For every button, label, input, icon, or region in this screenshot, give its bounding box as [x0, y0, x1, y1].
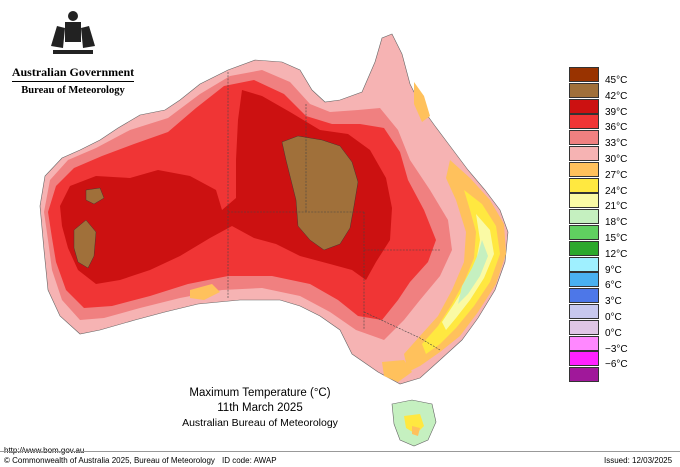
central-42-zone	[281, 135, 359, 251]
government-branding: Australian Government Bureau of Meteorol…	[8, 8, 138, 97]
legend-swatch	[569, 240, 599, 256]
map-date: 11th March 2025	[217, 402, 303, 414]
east-18-band	[458, 240, 488, 304]
south-27-patch	[190, 284, 220, 300]
legend-label: 39°C	[605, 106, 628, 118]
footer-divider	[0, 451, 680, 452]
legend-label: −3°C	[605, 343, 628, 355]
legend-swatch	[569, 272, 599, 288]
footer-url[interactable]: http://www.bom.gov.au	[4, 446, 84, 456]
west-42-zone	[73, 219, 97, 269]
legend-swatch	[569, 98, 599, 114]
legend-swatch	[569, 209, 599, 225]
legend-swatch	[569, 304, 599, 319]
footer-issued: Issued: 12/03/2025	[604, 456, 673, 465]
legend-swatch	[569, 367, 599, 383]
legend-swatch	[569, 351, 599, 367]
legend-label: −6°C	[605, 359, 628, 371]
legend-label: 42°C	[605, 90, 628, 102]
legend-swatch	[569, 82, 599, 98]
legend-label: 15°C	[605, 233, 628, 244]
legend-swatch	[569, 319, 599, 335]
map-source: Australian Bureau of Meteorology	[182, 417, 338, 429]
legend-label: 36°C	[605, 122, 628, 134]
branding-divider	[12, 81, 134, 82]
legend-label: 21°C	[605, 201, 628, 213]
legend-swatch	[569, 146, 599, 161]
legend-swatch	[569, 114, 599, 130]
legend-swatch	[569, 256, 599, 272]
legend-label: 0°C	[605, 327, 622, 339]
legend-label: 3°C	[605, 296, 622, 308]
legend-swatch	[569, 193, 599, 209]
south-27-patch-2	[382, 360, 412, 382]
legend-label: 27°C	[605, 169, 628, 181]
coat-of-arms-icon	[51, 11, 95, 54]
tasmania-27-patch	[412, 426, 420, 436]
cape-27-patch	[414, 82, 430, 122]
legend-swatch	[569, 225, 599, 240]
legend-swatch	[569, 161, 599, 177]
legend-swatch	[569, 335, 599, 351]
legend-swatch	[569, 177, 599, 193]
legend-swatch	[569, 130, 599, 146]
legend-label: 30°C	[605, 154, 628, 165]
legend-label: 18°C	[605, 217, 628, 229]
legend-label: 24°C	[605, 185, 628, 197]
legend-label: 9°C	[605, 264, 622, 276]
west-42-zone-small	[85, 187, 105, 205]
state-borders	[227, 72, 441, 351]
east-21-band	[442, 214, 494, 330]
legend-label: 6°C	[605, 280, 622, 292]
government-name: Australian Government	[11, 65, 135, 79]
legend-label: 12°C	[605, 248, 628, 260]
legend-label: 0°C	[605, 312, 622, 323]
map-title: Maximum Temperature (°C)	[189, 387, 331, 399]
border-nsw-vic	[363, 311, 441, 351]
legend-label: 33°C	[605, 138, 628, 150]
legend-swatch	[569, 67, 599, 82]
footer-copyright: © Commonwealth of Australia 2025, Bureau…	[4, 456, 215, 465]
map-caption: Maximum Temperature (°C) 11th March 2025…	[140, 386, 380, 431]
bureau-name: Bureau of Meteorology	[21, 85, 125, 96]
legend-swatch	[569, 288, 599, 304]
legend-label: 45°C	[605, 75, 628, 86]
footer-id-code: ID code: AWAP	[222, 456, 277, 465]
